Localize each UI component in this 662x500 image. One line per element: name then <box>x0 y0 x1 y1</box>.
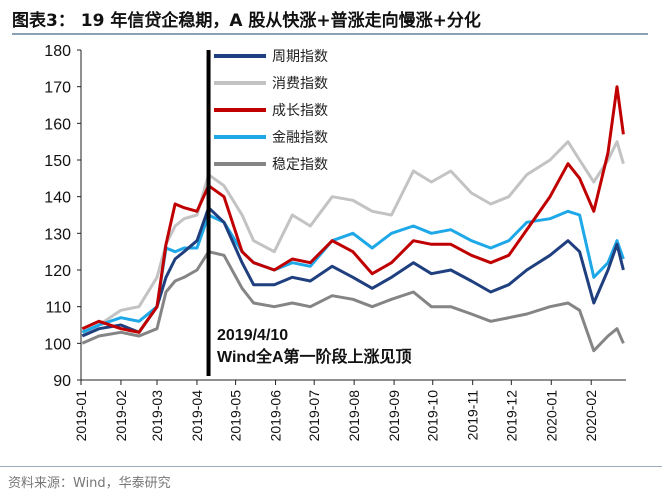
y-tick-label: 130 <box>44 226 71 243</box>
x-tick-label: 2019-07 <box>306 390 322 442</box>
legend-label: 周期指数 <box>272 49 328 65</box>
y-tick-label: 120 <box>44 263 71 280</box>
x-tick-label: 2019-09 <box>386 390 402 442</box>
x-tick-label: 2019-05 <box>228 390 244 442</box>
series-lines <box>81 85 625 353</box>
x-tick-label: 2019-11 <box>465 390 481 441</box>
series-line-1 <box>81 206 625 338</box>
x-tick-label: 2019-10 <box>425 390 441 442</box>
x-tick-label: 2020-02 <box>583 390 599 442</box>
series-line-3 <box>81 85 625 334</box>
legend-label: 消费指数 <box>272 76 328 92</box>
x-tick-label: 2019-04 <box>189 390 205 442</box>
series-line-4 <box>81 209 625 334</box>
x-tick-label: 2019-06 <box>268 390 284 442</box>
source-note: 资料来源：Wind，华泰研究 <box>8 476 171 491</box>
x-tick-label: 2019-01 <box>73 390 89 442</box>
y-tick-label: 170 <box>44 80 71 97</box>
y-tick-label: 90 <box>53 373 71 390</box>
x-tick-label: 2020-01 <box>543 390 559 442</box>
figure-title: 图表3： 19 年信贷企稳期，A 股从快涨+普涨走向慢涨+分化 <box>12 11 481 31</box>
axes: 90 100 110 120 130 140 150 160 170 180 2019-01 2019… <box>44 43 626 441</box>
y-tick-label: 140 <box>44 190 71 207</box>
x-tick-label: 2019-02 <box>113 390 129 442</box>
y-tick-label: 110 <box>45 300 71 317</box>
legend-label: 金融指数 <box>272 130 328 146</box>
title-divider <box>12 33 648 35</box>
y-tick-label: 150 <box>44 153 71 170</box>
series-line-2 <box>81 140 625 338</box>
x-tick-label: 2019-12 <box>503 390 519 442</box>
source-divider <box>0 466 662 467</box>
series-line-5 <box>81 250 625 353</box>
x-tick-label: 2019-03 <box>149 390 165 442</box>
y-tick-label: 180 <box>44 43 71 60</box>
legend-label: 成长指数 <box>272 103 328 119</box>
legend-label: 稳定指数 <box>272 157 328 173</box>
annotation-label: Wind全A第一阶段上涨见顶 <box>217 347 412 366</box>
annotation-date: 2019/4/10 <box>217 327 288 344</box>
y-tick-label: 160 <box>44 116 71 133</box>
y-tick-label: 100 <box>44 336 71 353</box>
x-tick-label: 2019-08 <box>346 390 362 442</box>
